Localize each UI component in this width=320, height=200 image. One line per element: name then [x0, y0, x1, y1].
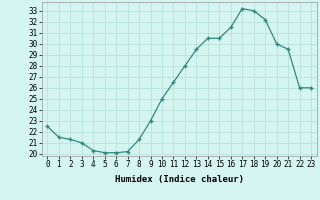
X-axis label: Humidex (Indice chaleur): Humidex (Indice chaleur) — [115, 175, 244, 184]
